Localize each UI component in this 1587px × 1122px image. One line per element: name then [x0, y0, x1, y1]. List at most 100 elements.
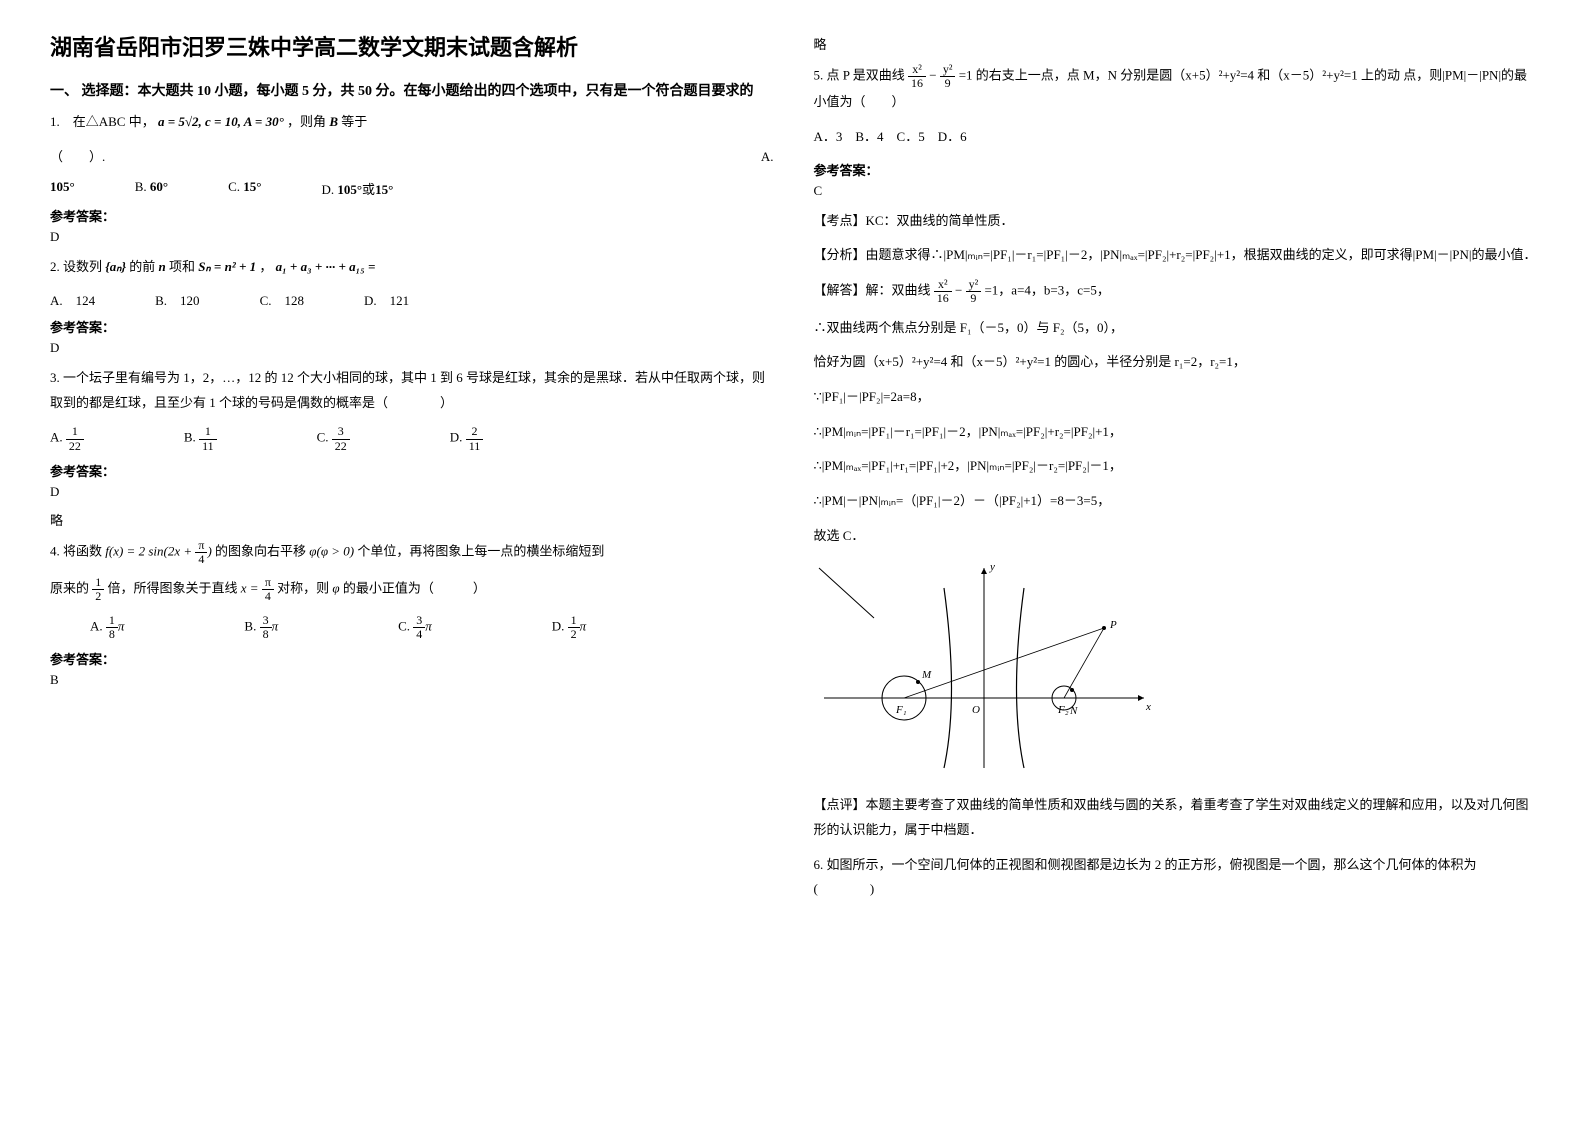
q5-solve: 【解答】解：双曲线 x²16 − y²9 =1，a=4，b=3，c=5， — [814, 278, 1538, 305]
q3-answer: D — [50, 484, 774, 500]
q2-f4: a₁ + a₃ + ··· + a₁₅ = — [276, 259, 376, 274]
q5-s1: ∴双曲线两个焦点分别是 F₁（－5，0）与 F₂（5，0）， — [814, 316, 1538, 341]
q5-solve-xden: 16 — [934, 292, 952, 305]
question-1: 1. 在△ABC 中， a = 5√2, c = 10, A = 30° ，则角… — [50, 110, 774, 135]
answer-label-1: 参考答案： — [50, 206, 774, 225]
q2-optB: B. 120 — [155, 290, 199, 309]
q4-mid1: 的图象向右平移 — [215, 543, 306, 558]
q5-f1-minus: − — [929, 68, 940, 83]
q3-lblB: B. — [184, 430, 196, 445]
q2-optA: A. 124 — [50, 290, 95, 309]
q4-f3-num: 1 — [92, 576, 104, 590]
col2-note: 略 — [814, 34, 1538, 53]
q2-mid1: 的前 — [129, 259, 155, 274]
q1-optB: 60° — [150, 179, 168, 194]
diagram-f2: F₂ — [1057, 704, 1069, 716]
answer-label-2: 参考答案： — [50, 317, 774, 336]
q4-lblB: B. — [244, 618, 256, 633]
q1-optD-2: 15° — [375, 182, 393, 197]
q4-mid2: 个单位，再将图象上每一点的横坐标缩短到 — [357, 543, 604, 558]
q5-comment: 【点评】本题主要考查了双曲线的简单性质和双曲线与圆的关系，着重考查了学生对双曲线… — [814, 793, 1538, 842]
q5-s4: ∴|PM|ₘᵢₙ=|PF₁|－r₁=|PF₁|－2，|PN|ₘₐₓ=|PF₂|+… — [814, 420, 1538, 445]
q4-optD-suf: π — [580, 618, 587, 633]
q2-f1: {aₙ} — [105, 259, 126, 274]
q1-paren: （ ）. — [50, 145, 105, 170]
q5-analysis: 【分析】由题意求得∴|PM|ₘᵢₙ=|PF₁|－r₁=|PF₁|－2，|PN|ₘ… — [814, 243, 1538, 268]
q2-answer: D — [50, 340, 774, 356]
q5-solve-yden: 9 — [966, 292, 982, 305]
q3-lblA: A. — [50, 430, 63, 445]
answer-label-3: 参考答案： — [50, 461, 774, 480]
q4-answer: B — [50, 672, 774, 688]
q3-optB-den: 11 — [199, 440, 217, 453]
q4-optB-num: 3 — [260, 614, 272, 628]
q4-l2-post: 对称，则 — [277, 581, 329, 596]
q2-f3: Sₙ = n² + 1 — [198, 259, 256, 274]
section-header: 一、 选择题：本大题共 10 小题，每小题 5 分，共 50 分。在每小题给出的… — [50, 80, 774, 100]
q2-pre: 2. 设数列 — [50, 259, 102, 274]
q1-options: 105° B. 60° C. 15° D. 105°或15° — [50, 179, 774, 198]
q3-options: A. 122 B. 111 C. 322 D. 211 — [50, 425, 774, 452]
q4-f4-num: π — [262, 576, 274, 590]
q5-solve-pre: 【解答】解：双曲线 — [814, 283, 931, 298]
q2-options: A. 124 B. 120 C. 128 D. 121 — [50, 290, 774, 309]
q5-s3: ∵|PF₁|－|PF₂|=2a=8， — [814, 385, 1538, 410]
q5-s6: ∴|PM|－|PN|ₘᵢₙ=（|PF₁|－2）－（|PF₂|+1）=8－3=5， — [814, 489, 1538, 514]
q2-optD: D. 121 — [364, 290, 409, 309]
left-column: 湖南省岳阳市汨罗三姝中学高二数学文期末试题含解析 一、 选择题：本大题共 10 … — [50, 30, 774, 1092]
q3-note: 略 — [50, 510, 774, 529]
q5-solve-xnum: x² — [934, 278, 952, 292]
question-4-line1: 4. 将函数 f(x) = 2 sin(2x + π4) 的图象向右平移 φ(φ… — [50, 539, 774, 566]
q5-f1-eq: =1 的右支上一点，点 M，N 分别是圆（x+5）²+y²=4 和（x－5）²+… — [959, 68, 1400, 83]
q3-optA-num: 1 — [66, 425, 84, 439]
q4-optD-den: 2 — [568, 628, 580, 641]
q4-optB-suf: π — [272, 618, 279, 633]
q5-solve-ynum: y² — [966, 278, 982, 292]
q5-s7: 故选 C． — [814, 524, 1538, 549]
q1-formula: a = 5√2, c = 10, A = 30° — [158, 114, 284, 129]
q4-pre: 4. 将函数 — [50, 543, 102, 558]
q1-lblB: B. — [135, 179, 147, 194]
q2-mid3: ， — [259, 259, 272, 274]
diagram-m: M — [921, 669, 932, 681]
q1-optC: 15° — [243, 179, 261, 194]
q5-s5: ∴|PM|ₘₐₓ=|PF₁|+r₁=|PF₁|+2，|PN|ₘᵢₙ=|PF₂|－… — [814, 454, 1538, 479]
q4-l2-end: 的最小正值为（ ） — [343, 581, 486, 596]
q4-lblD: D. — [552, 618, 565, 633]
question-5: 5. 点 P 是双曲线 x²16 − y²9 =1 的右支上一点，点 M，N 分… — [814, 63, 1538, 115]
q1-optD-or: 或 — [362, 182, 375, 197]
diagram-p: P — [1109, 619, 1117, 631]
q5-pre: 5. 点 P 是双曲线 — [814, 68, 905, 83]
diagram-y-label: y — [989, 561, 995, 573]
q4-f1-den: 4 — [195, 553, 207, 566]
q3-optA-den: 22 — [66, 440, 84, 453]
q4-f1-pre: f(x) = 2 sin(2x + — [105, 543, 195, 558]
q5-options: A．3 B．4 C．5 D．6 — [814, 125, 1538, 150]
diagram-n: N — [1069, 705, 1078, 717]
q3-optC-den: 22 — [332, 440, 350, 453]
diagram-o: O — [972, 704, 980, 716]
q4-optB-den: 8 — [260, 628, 272, 641]
q4-f4-den: 4 — [262, 590, 274, 603]
q1-lblC: C. — [228, 179, 240, 194]
question-3: 3. 一个坛子里有编号为 1，2，…，12 的 12 个大小相同的球，其中 1 … — [50, 366, 774, 415]
q3-optC-num: 3 — [332, 425, 350, 439]
q4-optC-den: 4 — [413, 628, 425, 641]
q5-solve-post: =1，a=4，b=3，c=5， — [984, 283, 1109, 298]
q4-options: A. 18π B. 38π C. 34π D. 12π — [50, 614, 774, 641]
right-column: 略 5. 点 P 是双曲线 x²16 − y²9 =1 的右支上一点，点 M，N… — [814, 30, 1538, 1092]
q4-f2: φ(φ > 0) — [309, 543, 354, 558]
q4-f5: φ — [332, 581, 339, 596]
q1-text-mid: ，则角 — [287, 114, 326, 129]
q5-f1-xden: 16 — [908, 77, 926, 90]
q1-text-pre: 1. 在△ABC 中， — [50, 114, 155, 129]
question-4-line2: 原来的 12 倍，所得图象关于直线 x = π4 对称，则 φ 的最小正值为（ … — [50, 576, 774, 603]
q1-paren-row: （ ）. A. — [50, 145, 774, 170]
question-6: 6. 如图所示，一个空间几何体的正视图和侧视图都是边长为 2 的正方形，俯视图是… — [814, 853, 1538, 902]
answer-label-4: 参考答案： — [50, 649, 774, 668]
q1-lblA: A. — [761, 145, 774, 170]
q5-f1-ynum: y² — [940, 63, 956, 77]
q4-lblA: A. — [90, 618, 103, 633]
q2-mid2: 项和 — [169, 259, 195, 274]
q5-solve-minus: − — [955, 283, 966, 298]
